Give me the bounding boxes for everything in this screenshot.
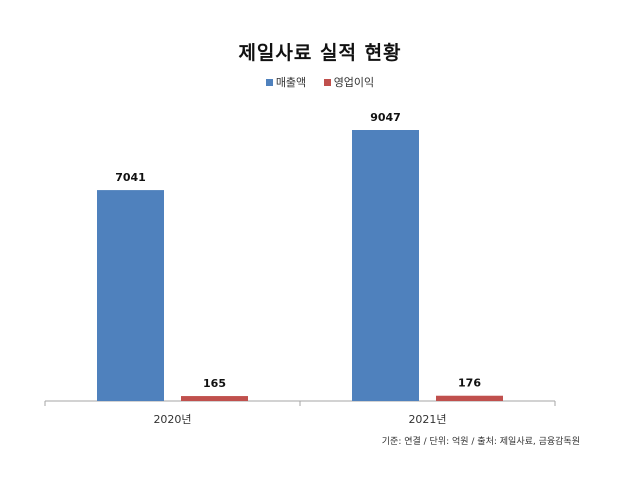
chart-title: 제일사료 실적 현황 bbox=[238, 42, 402, 64]
legend-item-operating-profit: 영업이익 bbox=[323, 74, 375, 90]
bar-sales-0 bbox=[97, 190, 164, 401]
data-label: 176 bbox=[458, 377, 481, 390]
bar-operating-profit-1 bbox=[436, 395, 503, 401]
legend-item-sales: 매출액 bbox=[265, 74, 307, 90]
legend-label-operating-profit: 영업이익 bbox=[333, 76, 375, 89]
bar-sales-1 bbox=[352, 130, 419, 401]
data-label: 165 bbox=[203, 377, 226, 390]
source-note: 기준: 연결 / 단위: 억원 / 출처: 제일사료, 금융감독원 bbox=[381, 437, 580, 447]
x-tick-label: 2021년 bbox=[408, 413, 446, 426]
bar-operating-profit-0 bbox=[181, 396, 248, 401]
legend-swatch-sales bbox=[265, 78, 273, 86]
x-tick-label: 2020년 bbox=[153, 413, 191, 426]
legend-label-sales: 매출액 bbox=[275, 76, 307, 89]
data-label: 7041 bbox=[115, 171, 146, 184]
legend: 매출액 영업이익 bbox=[0, 74, 640, 90]
legend-swatch-operating-profit bbox=[323, 78, 331, 86]
data-label: 9047 bbox=[370, 111, 401, 124]
